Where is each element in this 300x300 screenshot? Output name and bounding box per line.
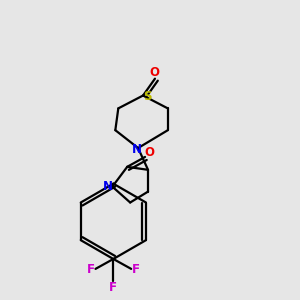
Text: N: N [102,180,112,193]
Text: F: F [109,281,117,294]
Text: O: O [144,146,154,160]
Text: O: O [149,66,159,79]
Text: F: F [132,263,140,276]
Text: F: F [87,263,94,276]
Text: S: S [143,90,151,103]
Text: N: N [132,142,142,155]
